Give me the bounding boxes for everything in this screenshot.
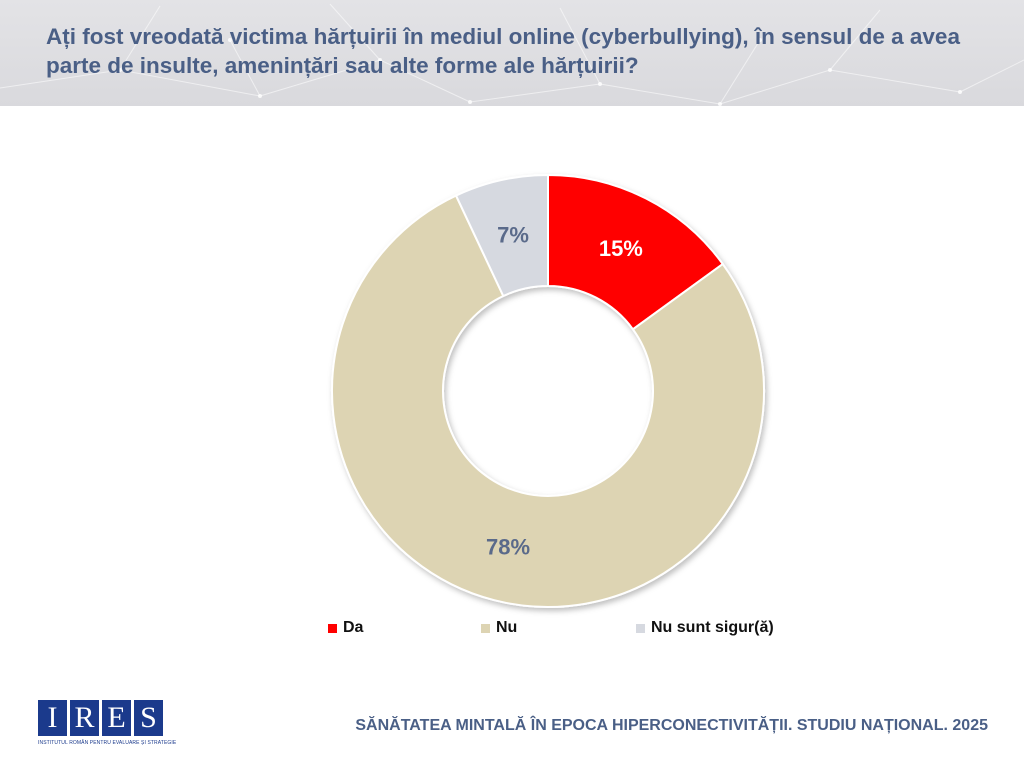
question-title: Ați fost vreodată victima hărțuirii în m… — [46, 24, 960, 78]
legend-swatch-nu — [481, 623, 490, 633]
donut-slice-nu-sunt-sigur — [454, 173, 549, 298]
donut-slice-da — [547, 173, 725, 331]
network-background-graphic — [0, 3, 1024, 106]
donut-chart: 15% 78% 7% — [331, 173, 765, 608]
legend-label-nu: Nu — [496, 619, 518, 636]
logo-letter: S — [134, 700, 163, 736]
logo-tagline: INSTITUTUL ROMÂN PENTRU EVALUARE ȘI STRA… — [38, 740, 177, 746]
logo-letters: I R E S — [38, 700, 164, 736]
slice-value-label: 15% — [599, 236, 643, 261]
legend-swatch-da — [328, 623, 337, 633]
legend-label-nu-sunt-sigur: Nu sunt sigur(ă) — [651, 619, 774, 636]
logo-letter: E — [102, 700, 131, 736]
legend-swatch-nu-sunt-sigur — [636, 623, 645, 633]
slice-value-label: 78% — [486, 534, 530, 559]
donut-slice-nu — [331, 194, 765, 608]
legend-label-da: Da — [343, 619, 364, 636]
footer-study-title: SĂNĂTATEA MINTALĂ ÎN EPOCA HIPERCONECTIV… — [355, 717, 988, 734]
header-banner: Ați fost vreodată victima hărțuirii în m… — [0, 0, 1024, 106]
legend-item-nu: Nu — [481, 619, 517, 637]
chart-legend: Da Nu Nu sunt sigur(ă) — [0, 619, 1024, 643]
donut-chart-area: 15% 78% 7% — [0, 106, 1024, 666]
logo-letter: R — [70, 700, 99, 736]
logo-letter: I — [38, 700, 67, 736]
ires-logo: I R E S INSTITUTUL ROMÂN PENTRU EVALUARE… — [38, 700, 177, 756]
legend-item-nu-sunt-sigur: Nu sunt sigur(ă) — [636, 619, 774, 637]
slice-value-label: 7% — [497, 222, 529, 247]
legend-item-da: Da — [328, 619, 363, 637]
